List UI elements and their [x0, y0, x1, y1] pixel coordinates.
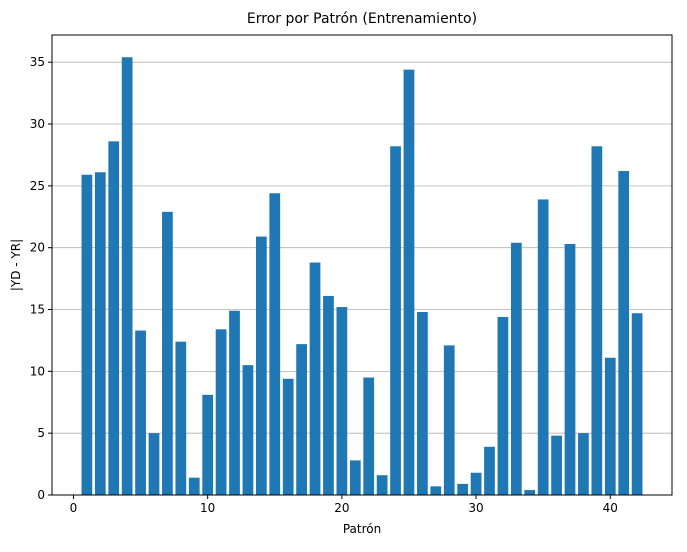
bar — [484, 446, 495, 495]
bar — [349, 460, 361, 495]
ticks-layer: 0 10 20 30 40 0 5 10 15 20 25 30 35 — [30, 55, 618, 515]
bar — [336, 307, 348, 495]
x-tick-label: 40 — [603, 501, 618, 515]
y-tick-label: 0 — [37, 488, 45, 502]
bar — [470, 472, 482, 495]
bar — [510, 242, 522, 495]
bars-layer — [81, 57, 643, 496]
bar — [121, 57, 133, 496]
bar — [255, 236, 267, 495]
x-tick-label: 0 — [70, 501, 78, 515]
y-tick-label: 10 — [30, 364, 45, 378]
bar — [417, 311, 428, 495]
y-tick-label: 5 — [37, 426, 45, 440]
bar — [282, 378, 294, 495]
bar — [135, 330, 146, 495]
bar — [537, 199, 549, 495]
y-tick-label: 15 — [30, 303, 45, 317]
y-tick-label: 25 — [30, 179, 45, 193]
bar — [604, 357, 616, 495]
bar — [618, 171, 630, 496]
bar — [81, 174, 93, 495]
y-tick-label: 30 — [30, 117, 45, 131]
bar — [363, 377, 375, 495]
bar — [524, 490, 536, 495]
bar — [296, 344, 307, 495]
bar — [309, 262, 321, 495]
bar — [443, 345, 455, 495]
bar — [551, 435, 562, 495]
x-tick-label: 10 — [200, 501, 215, 515]
bar — [631, 313, 643, 495]
bar — [323, 295, 334, 495]
bar — [269, 193, 281, 495]
bar — [497, 316, 509, 495]
bar — [94, 172, 106, 496]
bar — [376, 475, 388, 495]
bar — [457, 483, 469, 495]
bar — [430, 486, 442, 495]
y-tick-label: 35 — [30, 55, 45, 69]
bar — [188, 477, 200, 495]
bar — [390, 146, 401, 495]
y-tick-label: 20 — [30, 241, 45, 255]
bar — [108, 141, 120, 495]
bar — [215, 329, 227, 495]
bar — [578, 433, 589, 495]
plot-frame — [51, 34, 673, 496]
bar — [148, 433, 160, 495]
bar — [229, 310, 240, 495]
x-tick-label: 30 — [468, 501, 483, 515]
y-axis-label: |YD - YR| — [9, 239, 23, 291]
bar — [175, 341, 187, 495]
chart-title: Error por Patrón (Entrenamiento) — [247, 11, 477, 27]
bar — [242, 365, 254, 495]
bar — [591, 146, 603, 495]
bar — [202, 394, 214, 495]
bar — [162, 211, 173, 496]
bar — [564, 243, 576, 495]
bar — [403, 69, 415, 495]
x-tick-label: 20 — [334, 501, 349, 515]
x-axis-label: Patrón — [343, 522, 381, 536]
